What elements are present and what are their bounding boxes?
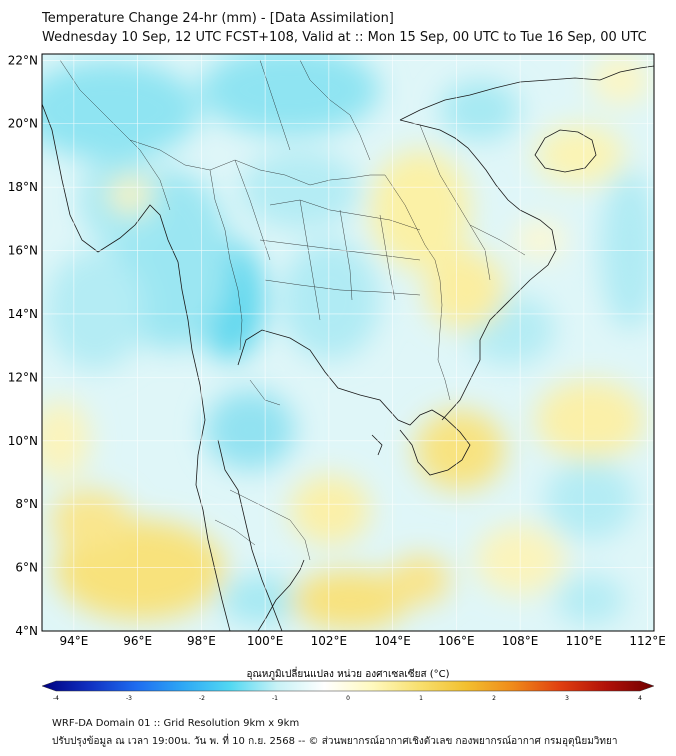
lat-label: 14°N bbox=[8, 307, 38, 321]
colorbar-tick-label: 0 bbox=[346, 695, 350, 700]
lat-label: 12°N bbox=[8, 370, 38, 384]
colorbar-title: อุณหภูมิเปลี่ยนแปลง หน่วย องศาเซลเซียส (… bbox=[246, 666, 449, 680]
lon-label: 100°E bbox=[247, 634, 284, 648]
gridlines bbox=[42, 54, 654, 631]
lon-label: 110°E bbox=[566, 634, 603, 648]
map-figure: 22°N 20°N 18°N 16°N 14°N 12°N 10°N 8°N 6°N 4°N 94… bbox=[8, 53, 666, 700]
colorbar-ticks: -4 -3 -2 -1 0 1 2 3 4 bbox=[53, 695, 642, 700]
lon-label: 96°E bbox=[123, 634, 152, 648]
lon-label: 112°E bbox=[629, 634, 666, 648]
longitude-labels: 94°E 96°E 98°E 100°E 102°E 104°E 106°E 108°E 110… bbox=[59, 634, 665, 648]
lon-label: 104°E bbox=[374, 634, 411, 648]
coastline bbox=[42, 65, 654, 631]
lat-label: 8°N bbox=[15, 497, 38, 511]
admin-borders bbox=[59, 59, 526, 561]
footer-credit: ปรับปรุงข้อมูล ณ เวลา 19:00น. วัน พ. ที่… bbox=[52, 736, 618, 747]
lat-label: 6°N bbox=[15, 561, 38, 575]
colorbar-tick-label: -1 bbox=[272, 695, 278, 700]
colorbar-tick-label: -2 bbox=[199, 695, 205, 700]
chart-subtitle: Wednesday 10 Sep, 12 UTC FCST+108, Valid… bbox=[42, 30, 647, 45]
lon-label: 98°E bbox=[187, 634, 216, 648]
lon-label: 94°E bbox=[59, 634, 88, 648]
chart-title: Temperature Change 24-hr (mm) - [Data As… bbox=[42, 11, 394, 26]
colorbar-tick-label: -3 bbox=[126, 695, 132, 700]
lon-label: 108°E bbox=[502, 634, 539, 648]
lat-label: 10°N bbox=[8, 434, 38, 448]
lat-label: 18°N bbox=[8, 180, 38, 194]
colorbar-tick-label: -4 bbox=[53, 695, 59, 700]
colorbar-tick-label: 4 bbox=[638, 695, 642, 700]
colorbar bbox=[41, 680, 655, 692]
lat-label: 4°N bbox=[15, 624, 38, 638]
lat-label: 16°N bbox=[8, 244, 38, 258]
colorbar-tick-label: 3 bbox=[565, 695, 569, 700]
lon-label: 102°E bbox=[311, 634, 348, 648]
map-frame bbox=[41, 53, 655, 632]
colorbar-tick-label: 2 bbox=[492, 695, 496, 700]
colorbar-tick-label: 1 bbox=[419, 695, 423, 700]
lat-label: 22°N bbox=[8, 53, 38, 67]
lat-label: 20°N bbox=[8, 117, 38, 131]
footer-model-info: WRF-DA Domain 01 :: Grid Resolution 9km … bbox=[52, 718, 300, 729]
temperature-field bbox=[42, 54, 654, 631]
lon-label: 106°E bbox=[438, 634, 475, 648]
latitude-labels: 22°N 20°N 18°N 16°N 14°N 12°N 10°N 8°N 6°N 4°N bbox=[8, 53, 38, 638]
